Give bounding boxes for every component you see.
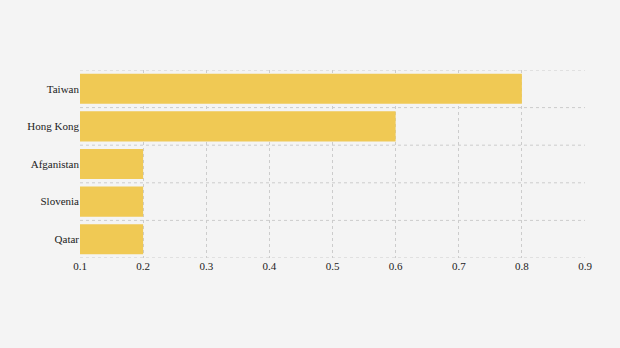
svg-text:Slovenia: Slovenia (41, 195, 80, 207)
svg-text:0.3: 0.3 (199, 260, 213, 272)
svg-text:Taiwan: Taiwan (47, 83, 80, 95)
svg-text:0.5: 0.5 (326, 260, 340, 272)
svg-text:Hong Kong: Hong Kong (27, 120, 79, 132)
svg-text:0.8: 0.8 (515, 260, 529, 272)
svg-text:0.9: 0.9 (578, 260, 592, 272)
svg-text:0.1: 0.1 (73, 260, 87, 272)
svg-text:0.4: 0.4 (263, 260, 277, 272)
svg-text:0.6: 0.6 (389, 260, 403, 272)
svg-text:Afganistan: Afganistan (31, 158, 80, 170)
svg-text:0.2: 0.2 (136, 260, 150, 272)
svg-text:0.7: 0.7 (452, 260, 466, 272)
svg-text:Qatar: Qatar (55, 233, 80, 245)
